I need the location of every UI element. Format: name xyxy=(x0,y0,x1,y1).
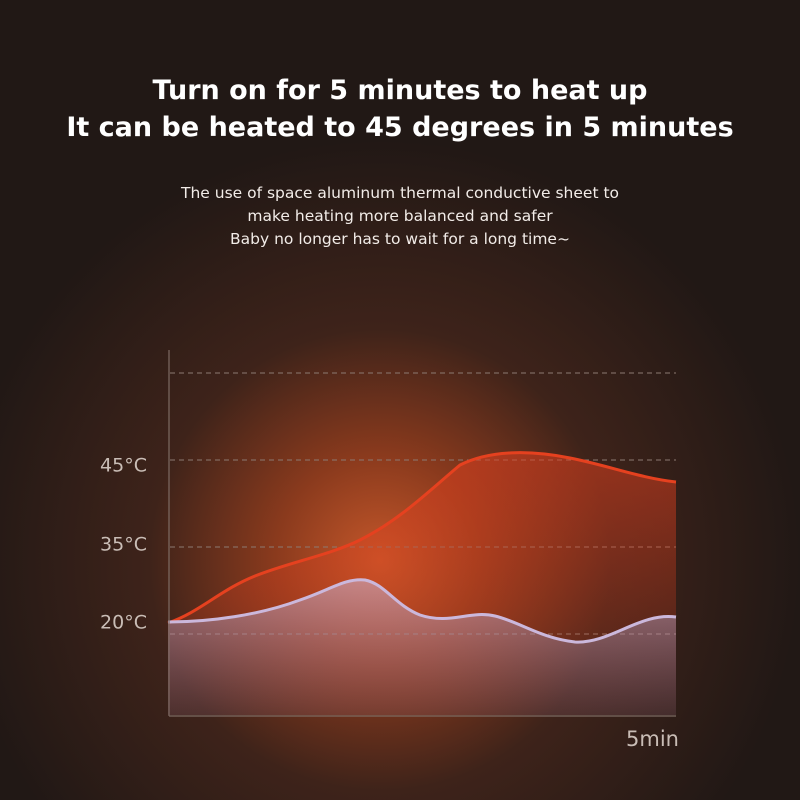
heated-curve xyxy=(167,451,677,625)
normal-curve xyxy=(167,578,677,644)
x-label: 5min xyxy=(626,727,679,751)
y-label: 20°C xyxy=(100,612,147,634)
title-line: Turn on for 5 minutes to heat up xyxy=(153,75,648,106)
description-line: The use of space aluminum thermal conduc… xyxy=(180,184,619,202)
description-line: Baby no longer has to wait for a long ti… xyxy=(230,230,570,248)
y-label: 45°C xyxy=(100,455,147,477)
title-line: It can be heated to 45 degrees in 5 minu… xyxy=(66,112,733,143)
normal-area xyxy=(168,579,676,715)
description-line: make heating more balanced and safer xyxy=(247,207,553,225)
y-label: 35°C xyxy=(100,534,147,556)
